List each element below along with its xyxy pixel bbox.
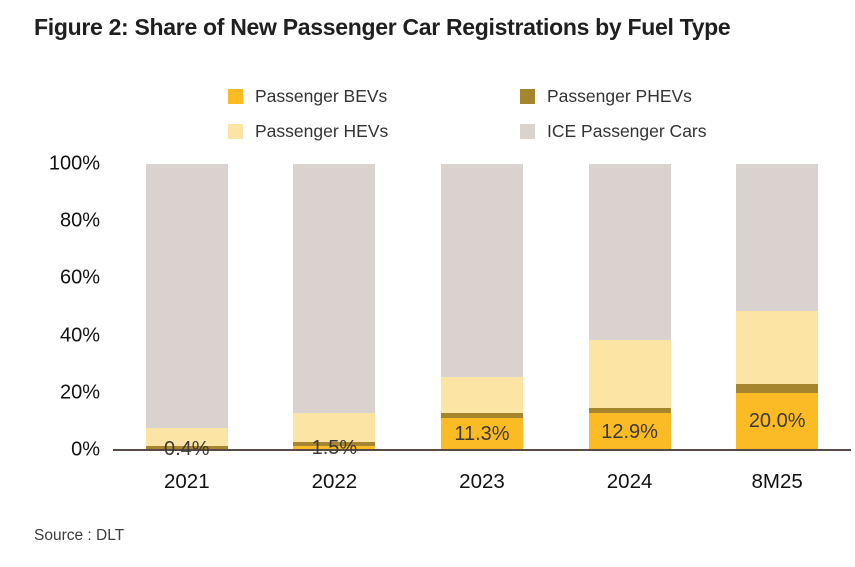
- legend-item-passenger-bevs: Passenger BEVs: [228, 84, 520, 108]
- legend-swatch-icon: [520, 88, 535, 104]
- x-axis-labels: 2021 2022 2023 2024 8M25: [113, 470, 851, 494]
- bev-share-label: 20.0%: [748, 410, 806, 433]
- segment-ice-passenger-cars: [145, 164, 228, 428]
- bev-share-label: 12.9%: [601, 420, 658, 443]
- segment-passenger-bevs: 1.5%: [293, 438, 376, 458]
- segment-passenger-phevs: [440, 413, 523, 418]
- legend-swatch-icon: [520, 123, 535, 139]
- x-axis-label-2024: 2024: [606, 470, 653, 493]
- bar-slot-2022: 1.5%: [261, 164, 409, 458]
- x-axis-label-8m25: 8M25: [751, 470, 803, 493]
- segment-ice-passenger-cars: [440, 164, 523, 378]
- stacked-bar-2022: 1.5%: [293, 164, 376, 458]
- legend-label: Passenger HEVs: [255, 120, 389, 141]
- segment-passenger-hevs: [588, 339, 671, 409]
- segment-passenger-phevs: [145, 445, 228, 449]
- x-axis-label-2022: 2022: [311, 470, 358, 493]
- segment-passenger-hevs: [736, 311, 819, 385]
- bev-share-label: 1.5%: [311, 436, 358, 459]
- segment-ice-passenger-cars: [293, 164, 376, 414]
- y-tick-label-40: 40%: [59, 324, 100, 347]
- x-axis-label-2021: 2021: [163, 470, 210, 493]
- y-tick-label-0: 0%: [71, 438, 100, 461]
- segment-passenger-bevs: 11.3%: [440, 417, 523, 450]
- segment-passenger-bevs: 12.9%: [588, 413, 671, 450]
- stacked-bar-8m25: 20.0%: [736, 164, 819, 450]
- segment-ice-passenger-cars: [588, 164, 671, 340]
- chart-area: 0% 20% 40% 60% 80% 100% 0.4% 1.5% 11.3% 12.9% 20.…: [0, 153, 855, 504]
- chart-legend: Passenger BEVs Passenger PHEVs Passenger H…: [228, 84, 707, 143]
- legend-label: Passenger BEVs: [255, 85, 388, 106]
- segment-passenger-phevs: [293, 442, 376, 446]
- segment-ice-passenger-cars: [736, 164, 819, 312]
- bar-slot-2023: 11.3%: [408, 164, 556, 450]
- bar-slot-8m25: 20.0%: [703, 164, 851, 450]
- y-tick-label-100: 100%: [48, 152, 100, 175]
- stacked-bar-2021: 0.4%: [145, 164, 228, 459]
- y-tick-label-80: 80%: [59, 209, 100, 232]
- segment-passenger-hevs: [440, 377, 523, 414]
- x-axis-label-2023: 2023: [459, 470, 505, 493]
- legend-item-ice-passenger-cars: ICE Passenger Cars: [520, 119, 707, 143]
- y-tick-label-60: 60%: [59, 266, 100, 289]
- segment-passenger-phevs: [736, 384, 819, 393]
- bar-slot-2024: 12.9%: [556, 164, 704, 450]
- legend-item-passenger-phevs: Passenger PHEVs: [520, 84, 707, 108]
- legend-item-passenger-hevs: Passenger HEVs: [228, 119, 520, 143]
- source-note: Source : DLT: [34, 527, 125, 544]
- stacked-bar-2024: 12.9%: [588, 164, 671, 450]
- bar-slot-2021: 0.4%: [113, 164, 261, 459]
- y-tick-label-20: 20%: [59, 381, 100, 404]
- segment-passenger-bevs: 0.4%: [145, 439, 228, 459]
- plot-area: 0.4% 1.5% 11.3% 12.9% 20.0%: [113, 164, 851, 459]
- bev-share-label: 0.4%: [164, 438, 210, 461]
- segment-passenger-bevs: 20.0%: [736, 392, 819, 450]
- chart-title: Figure 2: Share of New Passenger Car Reg…: [34, 14, 731, 40]
- stacked-bar-2023: 11.3%: [440, 164, 523, 450]
- bev-share-label: 11.3%: [454, 422, 510, 445]
- legend-label: Passenger PHEVs: [547, 85, 692, 106]
- legend-swatch-icon: [228, 88, 243, 104]
- segment-passenger-hevs: [293, 413, 376, 443]
- segment-passenger-hevs: [145, 427, 228, 446]
- segment-passenger-phevs: [588, 408, 671, 414]
- legend-swatch-icon: [228, 123, 243, 139]
- y-axis: 0% 20% 40% 60% 80% 100%: [0, 153, 100, 461]
- bars-container: 0.4% 1.5% 11.3% 12.9% 20.0%: [113, 164, 851, 459]
- legend-label: ICE Passenger Cars: [547, 120, 707, 141]
